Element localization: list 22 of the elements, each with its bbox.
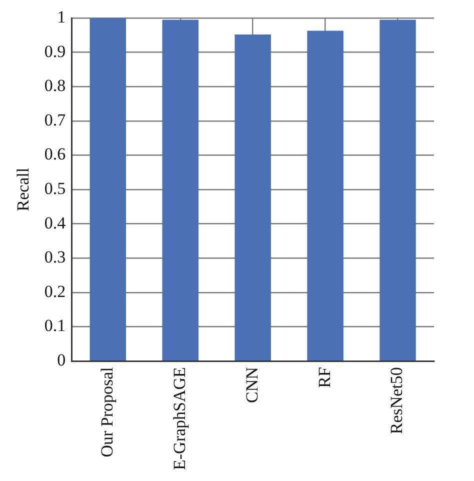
y-tick-label: 0.6 [44, 144, 66, 164]
y-tick-label: 0.9 [44, 42, 66, 61]
y-tick-label: 0.2 [44, 282, 66, 301]
y-tick-label: 0 [57, 350, 66, 370]
bar [307, 30, 344, 360]
x-tick-label: ResNet50 [387, 367, 406, 434]
y-tick-label: 0.8 [44, 76, 66, 96]
x-tick-label: Our Proposal [97, 366, 116, 458]
bar [90, 18, 126, 360]
y-tick-label: 0.1 [44, 316, 66, 336]
y-tick-label: 0.5 [44, 179, 66, 198]
y-tick-label: 1 [57, 7, 66, 26]
bar [162, 20, 198, 360]
y-axis-title: Recall [14, 168, 33, 212]
x-tick-label: CNN [242, 367, 262, 403]
bar [380, 20, 416, 360]
bar [234, 34, 271, 360]
y-tick-label: 0.4 [44, 213, 66, 232]
y-tick-label: 0.7 [44, 110, 66, 130]
x-tick-label: RF [314, 367, 334, 388]
y-tick-label: 0.3 [44, 248, 66, 267]
x-tick-label: E-GraphSAGE [170, 367, 189, 470]
